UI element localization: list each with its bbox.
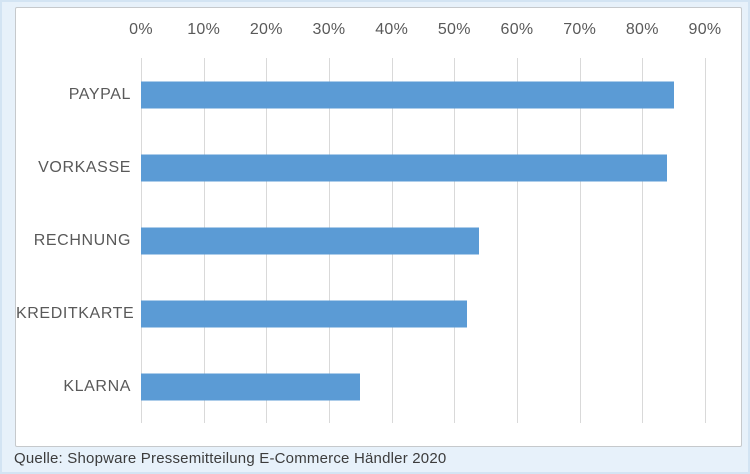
bar-row: KREDITKARTE — [16, 277, 741, 350]
x-axis: 0% 10% 20% 30% 40% 50% 60% 70% 80% 90% — [16, 8, 741, 446]
x-axis-tick-label: 90% — [688, 21, 722, 38]
bar — [141, 154, 668, 181]
gridline — [517, 58, 518, 423]
x-axis-tick-label: 0% — [129, 21, 153, 38]
bar-row: VORKASSE — [16, 131, 741, 204]
category-label: PAYPAL — [68, 85, 131, 103]
x-axis-tick-label: 60% — [500, 21, 534, 38]
category-label: RECHNUNG — [33, 231, 131, 249]
x-axis-tick-label: 70% — [563, 21, 597, 38]
x-axis-tick-label: 80% — [625, 21, 659, 38]
bar — [141, 81, 674, 108]
bar-row: KLARNA — [16, 350, 741, 423]
bar — [141, 227, 480, 254]
source-caption: Quelle: Shopware Pressemitteilung E-Comm… — [14, 450, 447, 467]
category-label: KLARNA — [63, 377, 131, 395]
bar — [141, 300, 467, 327]
category-label: VORKASSE — [38, 158, 131, 176]
gridline — [642, 58, 644, 423]
x-axis-tick-label: 20% — [249, 21, 283, 38]
bar-row: PAYPAL — [16, 58, 741, 131]
gridline — [579, 58, 581, 423]
category-label: KREDITKARTE — [16, 304, 135, 322]
bar — [141, 373, 361, 400]
x-axis-tick-label: 30% — [312, 21, 346, 38]
gridline — [705, 58, 706, 423]
x-axis-tick-label: 40% — [375, 21, 409, 38]
plot-area: PAYPAL VORKASSE RECHNUNG KREDITKARTE KLARNA — [16, 8, 741, 446]
x-axis-tick-label: 50% — [437, 21, 471, 38]
bar-row: RECHNUNG — [16, 204, 741, 277]
x-axis-tick-label: 10% — [187, 21, 221, 38]
chart-panel: 0% 10% 20% 30% 40% 50% 60% 70% 80% 90% PAYPAL VORK… — [15, 7, 742, 447]
